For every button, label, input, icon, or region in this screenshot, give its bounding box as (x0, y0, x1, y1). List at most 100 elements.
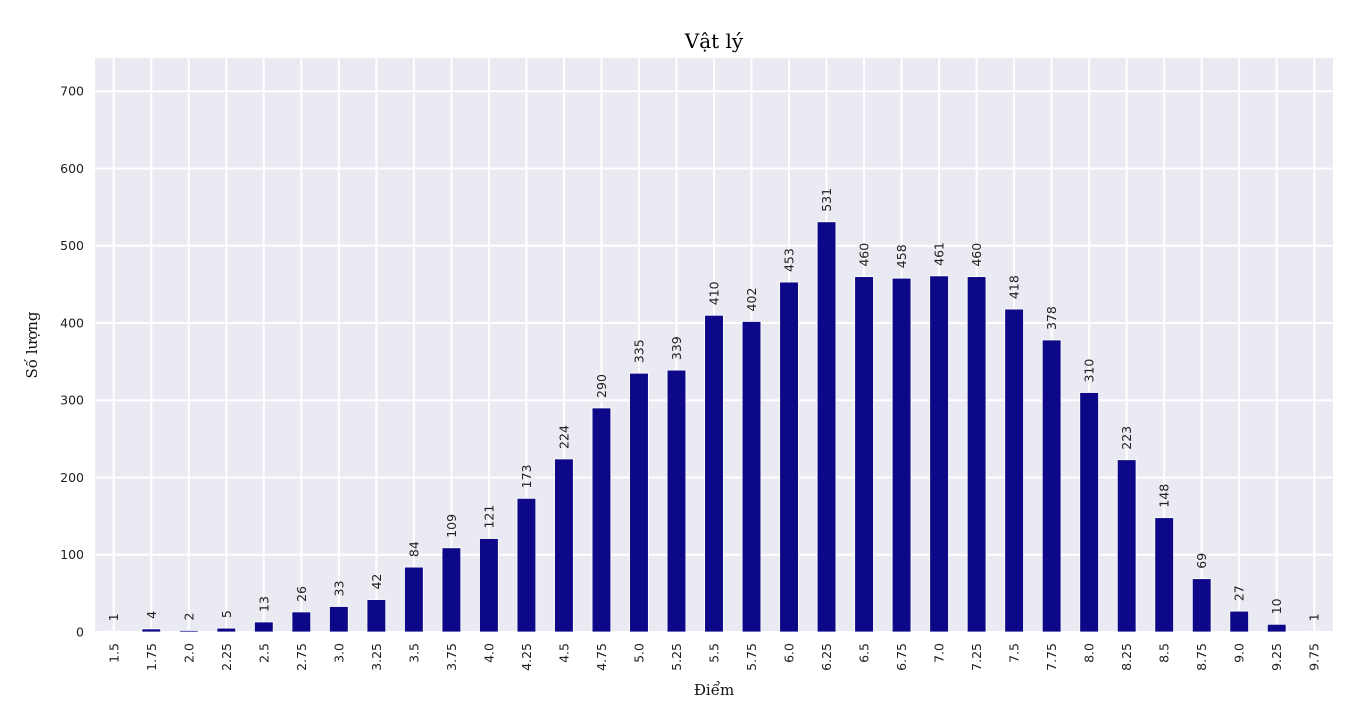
y-tick-label: 700 (60, 84, 84, 99)
x-tick-label: 6.75 (894, 643, 909, 671)
bar-value-label: 531 (819, 188, 834, 212)
bar-value-label: 410 (707, 281, 722, 305)
bar-value-label: 33 (331, 581, 346, 597)
bar (254, 621, 274, 633)
bar-value-label: 109 (444, 514, 459, 538)
x-tick-label: 5.25 (669, 643, 684, 671)
bar (929, 275, 949, 633)
bar-value-label: 290 (594, 374, 609, 398)
bar-value-label: 13 (256, 596, 271, 612)
x-tick-label: 7.5 (1007, 643, 1022, 663)
x-tick-label: 5.75 (744, 643, 759, 671)
y-tick-label: 200 (60, 470, 84, 485)
bar (1041, 339, 1062, 633)
y-tick-label: 500 (60, 238, 84, 253)
x-tick-label: 8.5 (1157, 643, 1172, 663)
bar (1079, 392, 1099, 633)
bar (329, 606, 349, 633)
x-tick-label: 3.75 (444, 643, 459, 671)
x-tick-label: 4.25 (519, 643, 534, 671)
x-tick-label: 8.0 (1082, 643, 1097, 663)
bar-value-label: 310 (1082, 359, 1097, 383)
bar-value-label: 121 (481, 505, 496, 529)
bar-value-label: 4 (144, 611, 159, 619)
bar-value-label: 418 (1007, 275, 1022, 299)
bar (1116, 459, 1137, 633)
y-tick-labels: 0 100 200 300 400 500 600 700 (60, 84, 84, 640)
bar (1229, 610, 1249, 633)
bar (103, 630, 124, 633)
x-tick-label: 8.75 (1194, 643, 1209, 671)
bar (816, 221, 837, 633)
x-tick-label: 9.75 (1307, 643, 1322, 671)
x-tick-label: 3.25 (369, 643, 384, 671)
x-tick-label: 7.25 (969, 643, 984, 671)
bar-value-label: 27 (1232, 585, 1247, 601)
bar-value-label: 458 (894, 244, 909, 268)
x-tick-label: 6.5 (857, 643, 872, 663)
x-tick-label: 2.25 (219, 643, 234, 671)
x-tick-label: 5.5 (707, 643, 722, 663)
bar (291, 611, 312, 633)
x-tick-label: 1.5 (106, 643, 121, 663)
x-axis-label: Điểm (694, 681, 734, 699)
x-tick-label: 7.75 (1044, 643, 1059, 671)
x-tick-label: 4.0 (481, 643, 496, 663)
bar-value-label: 339 (669, 336, 684, 360)
bar (891, 277, 912, 633)
bar-value-label: 460 (857, 243, 872, 267)
bar-value-label: 460 (969, 243, 984, 267)
bar (779, 281, 799, 633)
bar-value-label: 2 (181, 613, 196, 621)
bar-value-label: 335 (631, 339, 646, 363)
y-tick-label: 300 (60, 393, 84, 408)
bar-value-label: 402 (744, 288, 759, 312)
y-tick-label: 600 (60, 161, 84, 176)
x-tick-label: 9.0 (1232, 643, 1247, 663)
bar (1004, 308, 1024, 633)
x-tick-label: 3.0 (331, 643, 346, 663)
bar (404, 566, 424, 633)
x-tick-labels: 1.5 1.75 2.0 2.25 2.5 2.75 3.0 3.25 3.5 3.75 4.0 4.… (106, 643, 1321, 671)
bar (479, 538, 499, 633)
bar (441, 547, 462, 633)
bars (103, 221, 1325, 633)
bar (741, 321, 762, 633)
x-tick-label: 2.5 (256, 643, 271, 663)
bar-value-label: 173 (519, 464, 534, 488)
bar-value-label: 223 (1119, 426, 1134, 450)
bar (666, 369, 687, 633)
bar-value-label: 1 (1307, 613, 1322, 621)
x-tick-label: 6.25 (819, 643, 834, 671)
bar (1304, 630, 1325, 633)
bar (516, 497, 537, 633)
bar-value-label: 1 (106, 613, 121, 621)
bar-value-label: 42 (369, 574, 384, 590)
bar (216, 627, 237, 633)
x-tick-label: 8.25 (1119, 643, 1134, 671)
bar-value-label: 10 (1269, 598, 1284, 614)
bar (1191, 578, 1212, 633)
bar-value-label: 378 (1044, 306, 1059, 330)
x-tick-label: 4.75 (594, 643, 609, 671)
bar-value-label: 461 (932, 242, 947, 266)
bar (554, 458, 574, 633)
chart-title: Vật lý (684, 29, 744, 53)
bar-value-label: 69 (1194, 553, 1209, 569)
bar (1266, 623, 1287, 633)
y-tick-label: 0 (76, 625, 84, 640)
bar-value-label: 148 (1157, 484, 1172, 508)
bar (704, 314, 724, 633)
x-tick-label: 1.75 (144, 643, 159, 671)
bar (1154, 517, 1174, 633)
y-axis-label: Số lượng (23, 311, 41, 378)
y-tick-label: 400 (60, 315, 84, 330)
bar-value-label: 26 (294, 586, 309, 602)
x-tick-label: 2.0 (181, 643, 196, 663)
x-tick-label: 7.0 (932, 643, 947, 663)
x-tick-label: 9.25 (1269, 643, 1284, 671)
bar-value-label: 5 (219, 610, 234, 618)
bar (854, 276, 874, 633)
